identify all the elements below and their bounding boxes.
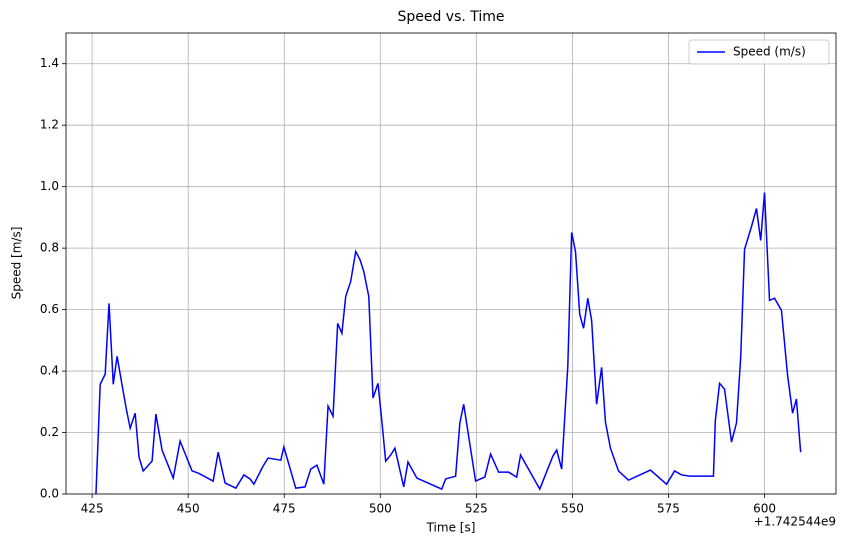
y-tick-label: 0.4 bbox=[40, 364, 59, 378]
x-tick-label: 550 bbox=[561, 502, 584, 516]
y-tick-label: 1.2 bbox=[40, 118, 59, 132]
x-tick-label: 525 bbox=[465, 502, 488, 516]
x-tick-label: 475 bbox=[273, 502, 296, 516]
x-axis-label: Time [s] bbox=[426, 521, 476, 535]
x-tick-label: 500 bbox=[369, 502, 392, 516]
y-tick-label: 1.4 bbox=[40, 56, 59, 70]
chart-title: Speed vs. Time bbox=[397, 9, 504, 25]
x-tick-label: 600 bbox=[753, 502, 776, 516]
legend-box bbox=[688, 39, 830, 65]
x-offset-label: +1.742544e9 bbox=[754, 515, 836, 529]
data-line bbox=[95, 192, 802, 495]
x-tick-label: 575 bbox=[657, 502, 680, 516]
y-tick-label: 0.2 bbox=[40, 425, 59, 439]
y-tick-label: 0.0 bbox=[40, 487, 59, 501]
x-tick-label: 450 bbox=[177, 502, 200, 516]
y-tick-label: 1.0 bbox=[40, 179, 59, 193]
y-axis-label: Speed [m/s] bbox=[10, 227, 24, 300]
y-tick-label: 0.6 bbox=[40, 302, 59, 316]
y-tick-label: 0.8 bbox=[40, 241, 59, 255]
legend-label: Speed (m/s) bbox=[733, 45, 806, 59]
plot-frame bbox=[65, 32, 837, 495]
x-tick-label: 425 bbox=[81, 502, 104, 516]
